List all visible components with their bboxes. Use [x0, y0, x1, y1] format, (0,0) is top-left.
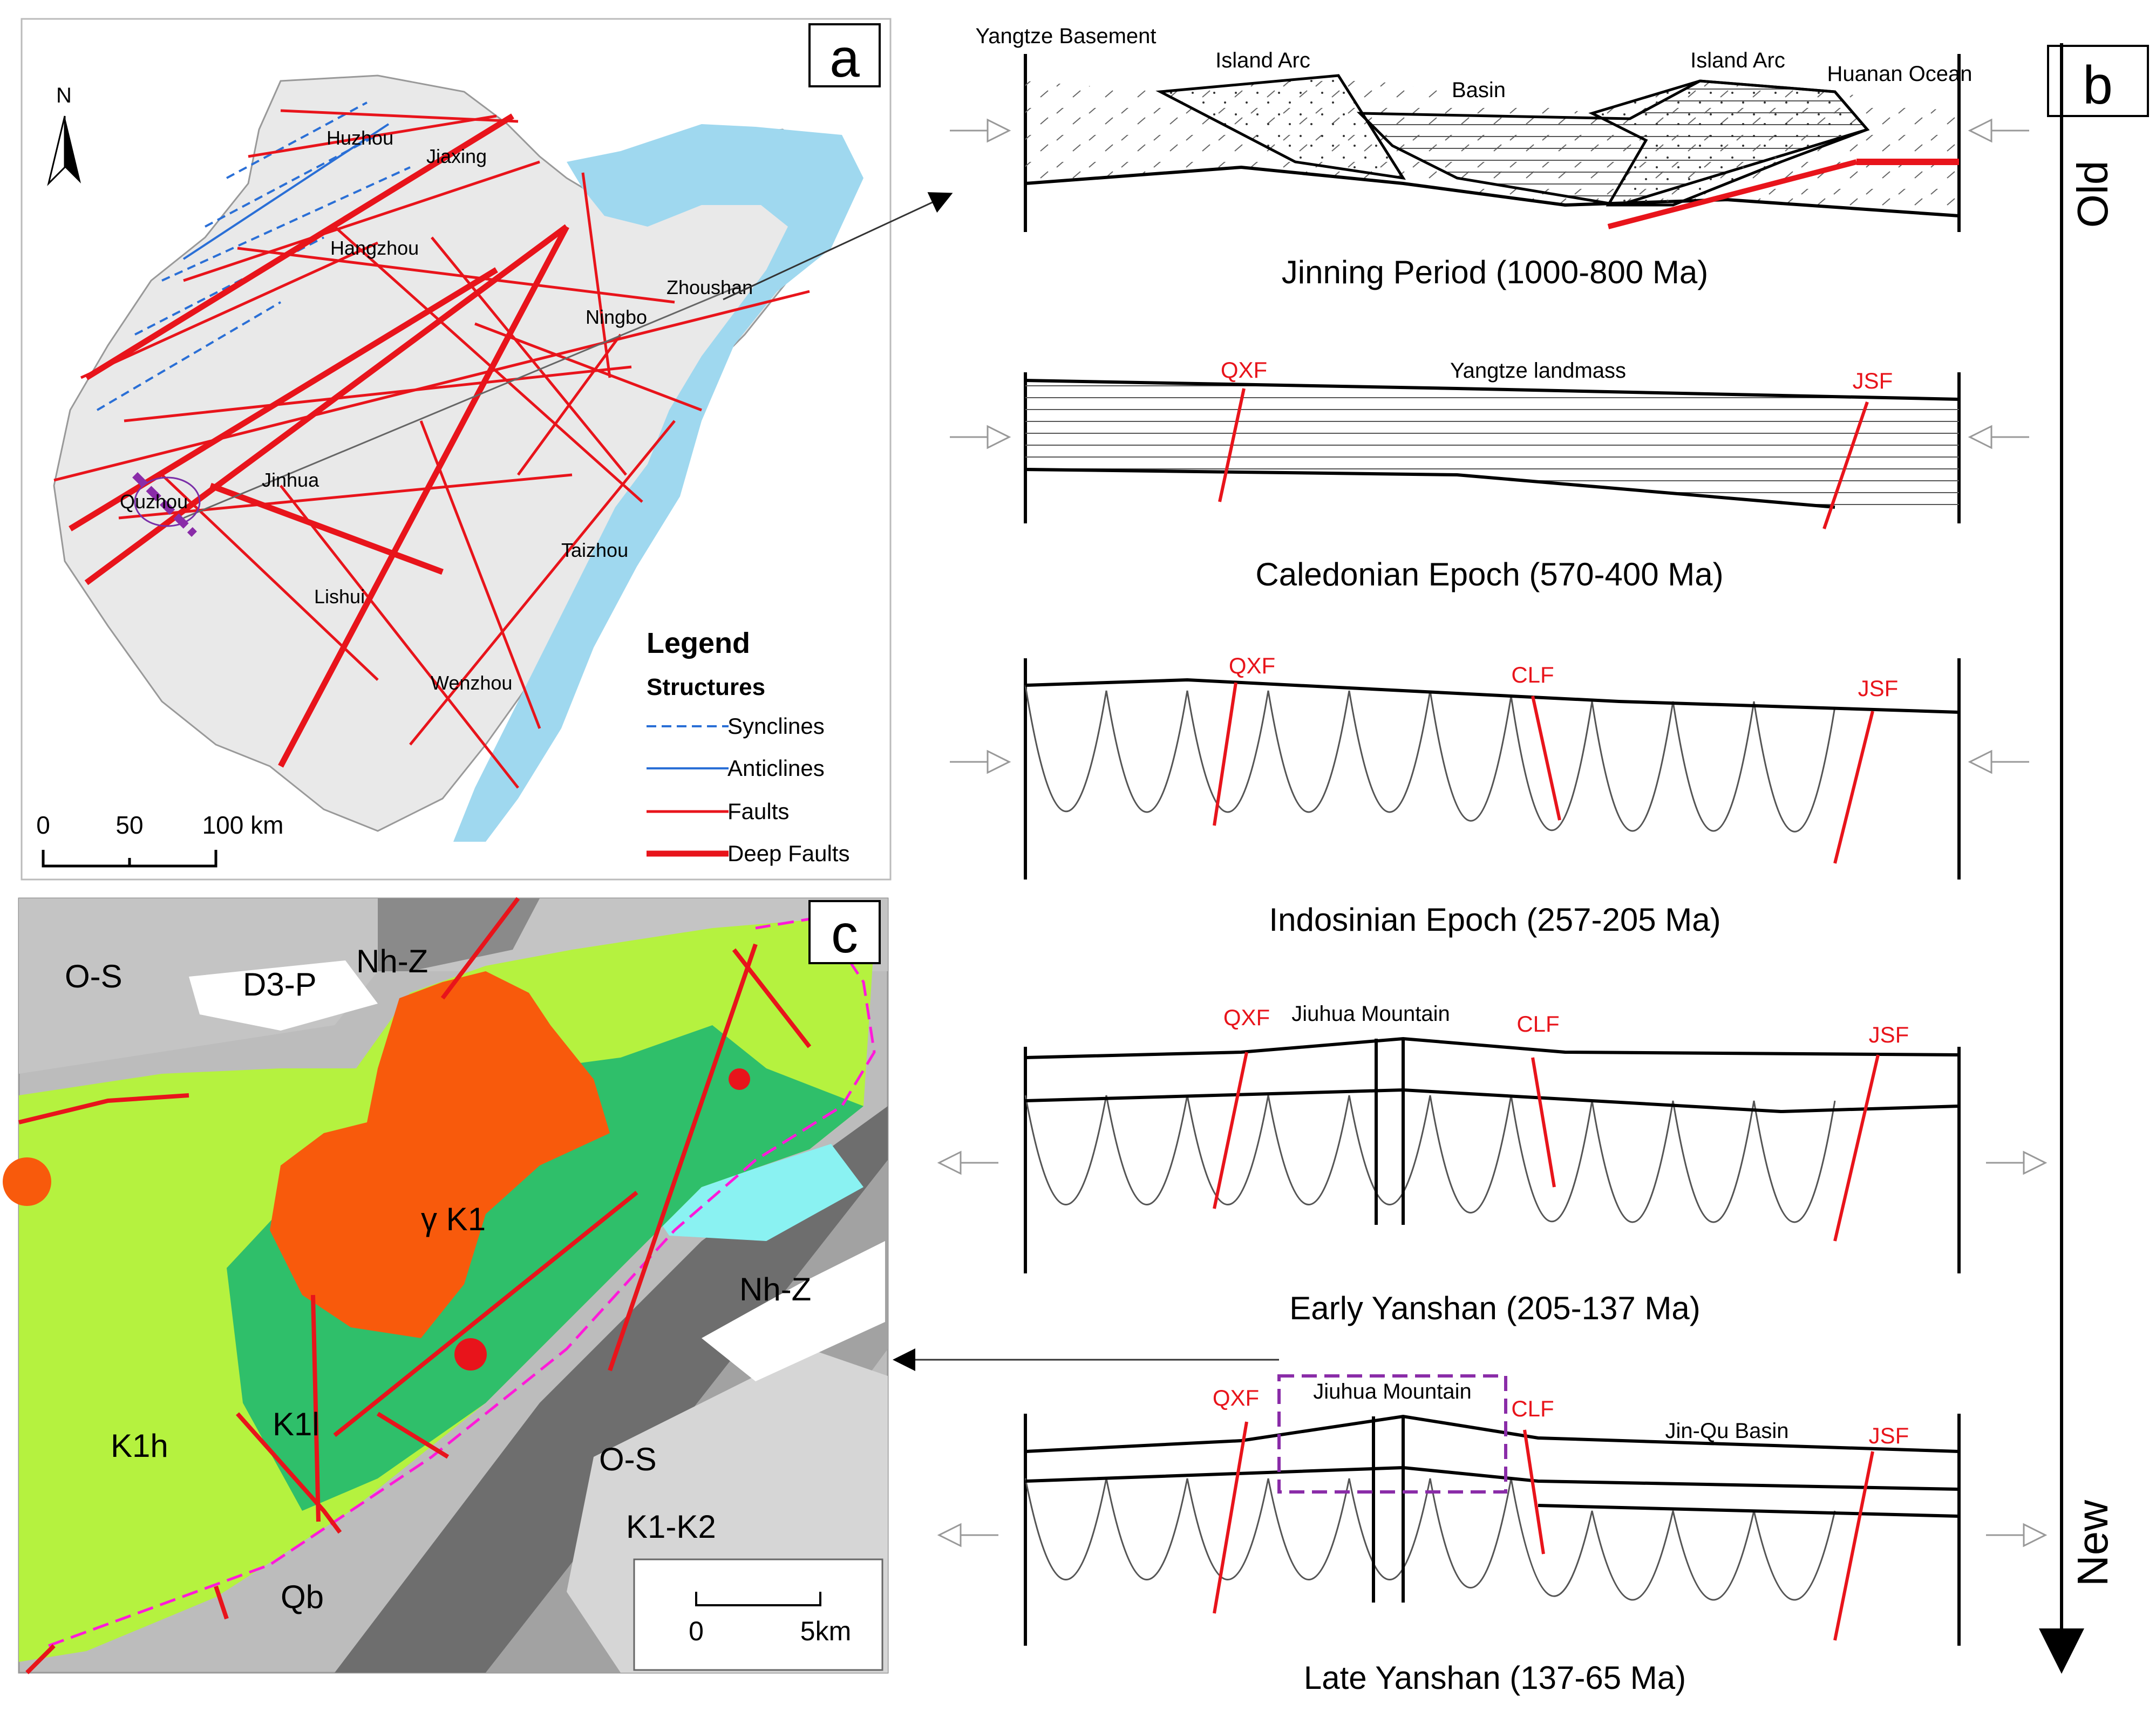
unit-label: O-S [599, 1441, 657, 1477]
fault-label: QXF [1223, 1005, 1270, 1030]
unit-label: γ K1 [421, 1201, 486, 1237]
zoom-box [1277, 1374, 1507, 1494]
legend: Legend Structures Synclines Anticlines F… [647, 627, 849, 866]
fault-label: JSF [1869, 1423, 1909, 1448]
time-old-label: Old [2069, 161, 2117, 228]
section-label: Jiuhua Mountain [1313, 1380, 1472, 1403]
fault-label: CLF [1511, 662, 1554, 687]
panel-a-letter: a [829, 28, 860, 88]
fault-label: QXF [1229, 653, 1275, 678]
section-label: Island Arc [1215, 49, 1310, 72]
unit-cyan [648, 1144, 863, 1241]
unit-label: Nh-Z [356, 943, 428, 979]
city-label: Hangzhou [330, 237, 419, 259]
study-area-outline [134, 476, 201, 527]
scale-tick-label: 50 [115, 811, 143, 839]
city-labels: Huzhou Jiaxing Hangzhou Zhoushan Ningbo … [120, 127, 753, 694]
unit-label: Nh-Z [739, 1271, 811, 1307]
unit-label: Qb [281, 1579, 324, 1615]
intrusion-small [729, 1068, 750, 1090]
unit-Qb [335, 1106, 888, 1673]
faults-c [18, 897, 812, 1674]
study-area-marker [132, 472, 197, 537]
scale-tick-label: 0 [36, 811, 50, 839]
legend-item-label: Faults [727, 799, 789, 824]
scale-tick-label: 0 [689, 1616, 704, 1646]
panel-c-geomap: O-S D3-P Nh-Z γ K1 Nh-Z K1l K1h O-S K1-K… [3, 897, 889, 1674]
panel-b-sections: b Old New Yangtze Basement Island Arc Ba… [937, 24, 2149, 1696]
section-title: Caledonian Epoch (570-400 Ma) [1255, 556, 1723, 592]
section-label: Yangtze Basement [975, 24, 1156, 48]
scale-tick-label: 5km [800, 1616, 851, 1646]
fault-label: JSF [1858, 676, 1899, 701]
legend-title: Legend [647, 627, 750, 659]
section-label: Jin-Qu Basin [1665, 1419, 1789, 1443]
scale-bar-a: 0 50 100 km [36, 811, 284, 868]
scale-bar-c [695, 1592, 821, 1606]
city-label: Jiaxing [426, 145, 487, 167]
unit-label: K1h [111, 1428, 168, 1464]
scale-tick-label: 100 km [202, 811, 284, 839]
section-label: Huanan Ocean [1827, 62, 1972, 86]
fault-label: JSF [1853, 368, 1893, 393]
city-label: Zhoushan [666, 276, 753, 298]
fault-label: QXF [1221, 357, 1267, 383]
city-label: Ningbo [586, 306, 647, 328]
section-label: Yangtze landmass [1450, 359, 1626, 383]
scale-box-c [633, 1558, 883, 1671]
unit-D3-P-white [189, 960, 378, 1031]
city-label: Taizhou [561, 539, 628, 561]
fault-label: QXF [1213, 1385, 1259, 1410]
unit-label: K1l [273, 1406, 319, 1442]
section-title: Jinning Period (1000-800 Ma) [1282, 254, 1708, 290]
panel-b-letter: b [2083, 55, 2113, 115]
faults [53, 109, 810, 789]
panel-a-map: Huzhou Jiaxing Hangzhou Zhoushan Ningbo … [21, 18, 892, 881]
section-jinning: Yangtze Basement Island Arc Basin Island… [950, 24, 2029, 290]
section-label: Island Arc [1690, 49, 1785, 72]
section-caledonian: QXF Yangtze landmass JSF Caledonian Epoc… [950, 357, 2029, 592]
link-arrow-a-b [723, 192, 953, 301]
section-title: Indosinian Epoch (257-205 Ma) [1269, 902, 1720, 938]
fault-label: CLF [1516, 1011, 1559, 1037]
section-title: Early Yanshan (205-137 Ma) [1289, 1290, 1701, 1326]
section-label: Basin [1452, 78, 1506, 102]
section-late-yanshan: QXF Jiuhua Mountain CLF Jin-Qu Basin JSF… [937, 1374, 2048, 1696]
north-arrow-icon: N [47, 84, 81, 186]
section-title: Late Yanshan (137-65 Ma) [1304, 1660, 1686, 1696]
panel-c-letter: c [831, 904, 858, 964]
north-label: N [56, 84, 72, 107]
intrusion-small [454, 1338, 487, 1371]
profile-line [183, 285, 740, 519]
city-label: Quzhou [120, 490, 188, 513]
unit-label: D3-P [243, 966, 317, 1003]
unit-label: O-S [65, 958, 123, 994]
city-label: Wenzhou [431, 672, 512, 694]
legend-subtitle: Structures [647, 674, 765, 700]
legend-item-label: Anticlines [727, 755, 825, 781]
city-label: Lishui [314, 585, 365, 608]
unit-Nh-Z-north [378, 898, 540, 971]
panel-a-letter-box [808, 23, 881, 87]
section-early-yanshan: QXF Jiuhua Mountain CLF JSF Early Yansha… [937, 1002, 2048, 1326]
legend-item-label: Deep Faults [727, 841, 849, 866]
fault-label: JSF [1869, 1022, 1909, 1047]
granite-small-west [3, 1157, 51, 1206]
panel-b-letter-box [2047, 45, 2149, 117]
unconformity-boundary [48, 916, 876, 1647]
unit-white-south [702, 1241, 885, 1381]
legend-item-label: Synclines [727, 713, 825, 739]
unit-granite-gammaK1 [270, 971, 610, 1338]
city-label: Huzhou [327, 127, 393, 149]
time-new-label: New [2069, 1500, 2117, 1586]
section-label: Jiuhua Mountain [1291, 1002, 1450, 1026]
fault-label: CLF [1511, 1396, 1554, 1421]
section-indosinian: QXF CLF JSF Indosinian Epoch (257-205 Ma… [950, 653, 2029, 938]
panel-c-letter-box [808, 900, 881, 964]
city-label: Jinhua [262, 469, 319, 491]
unit-label: K1-K2 [626, 1509, 716, 1545]
